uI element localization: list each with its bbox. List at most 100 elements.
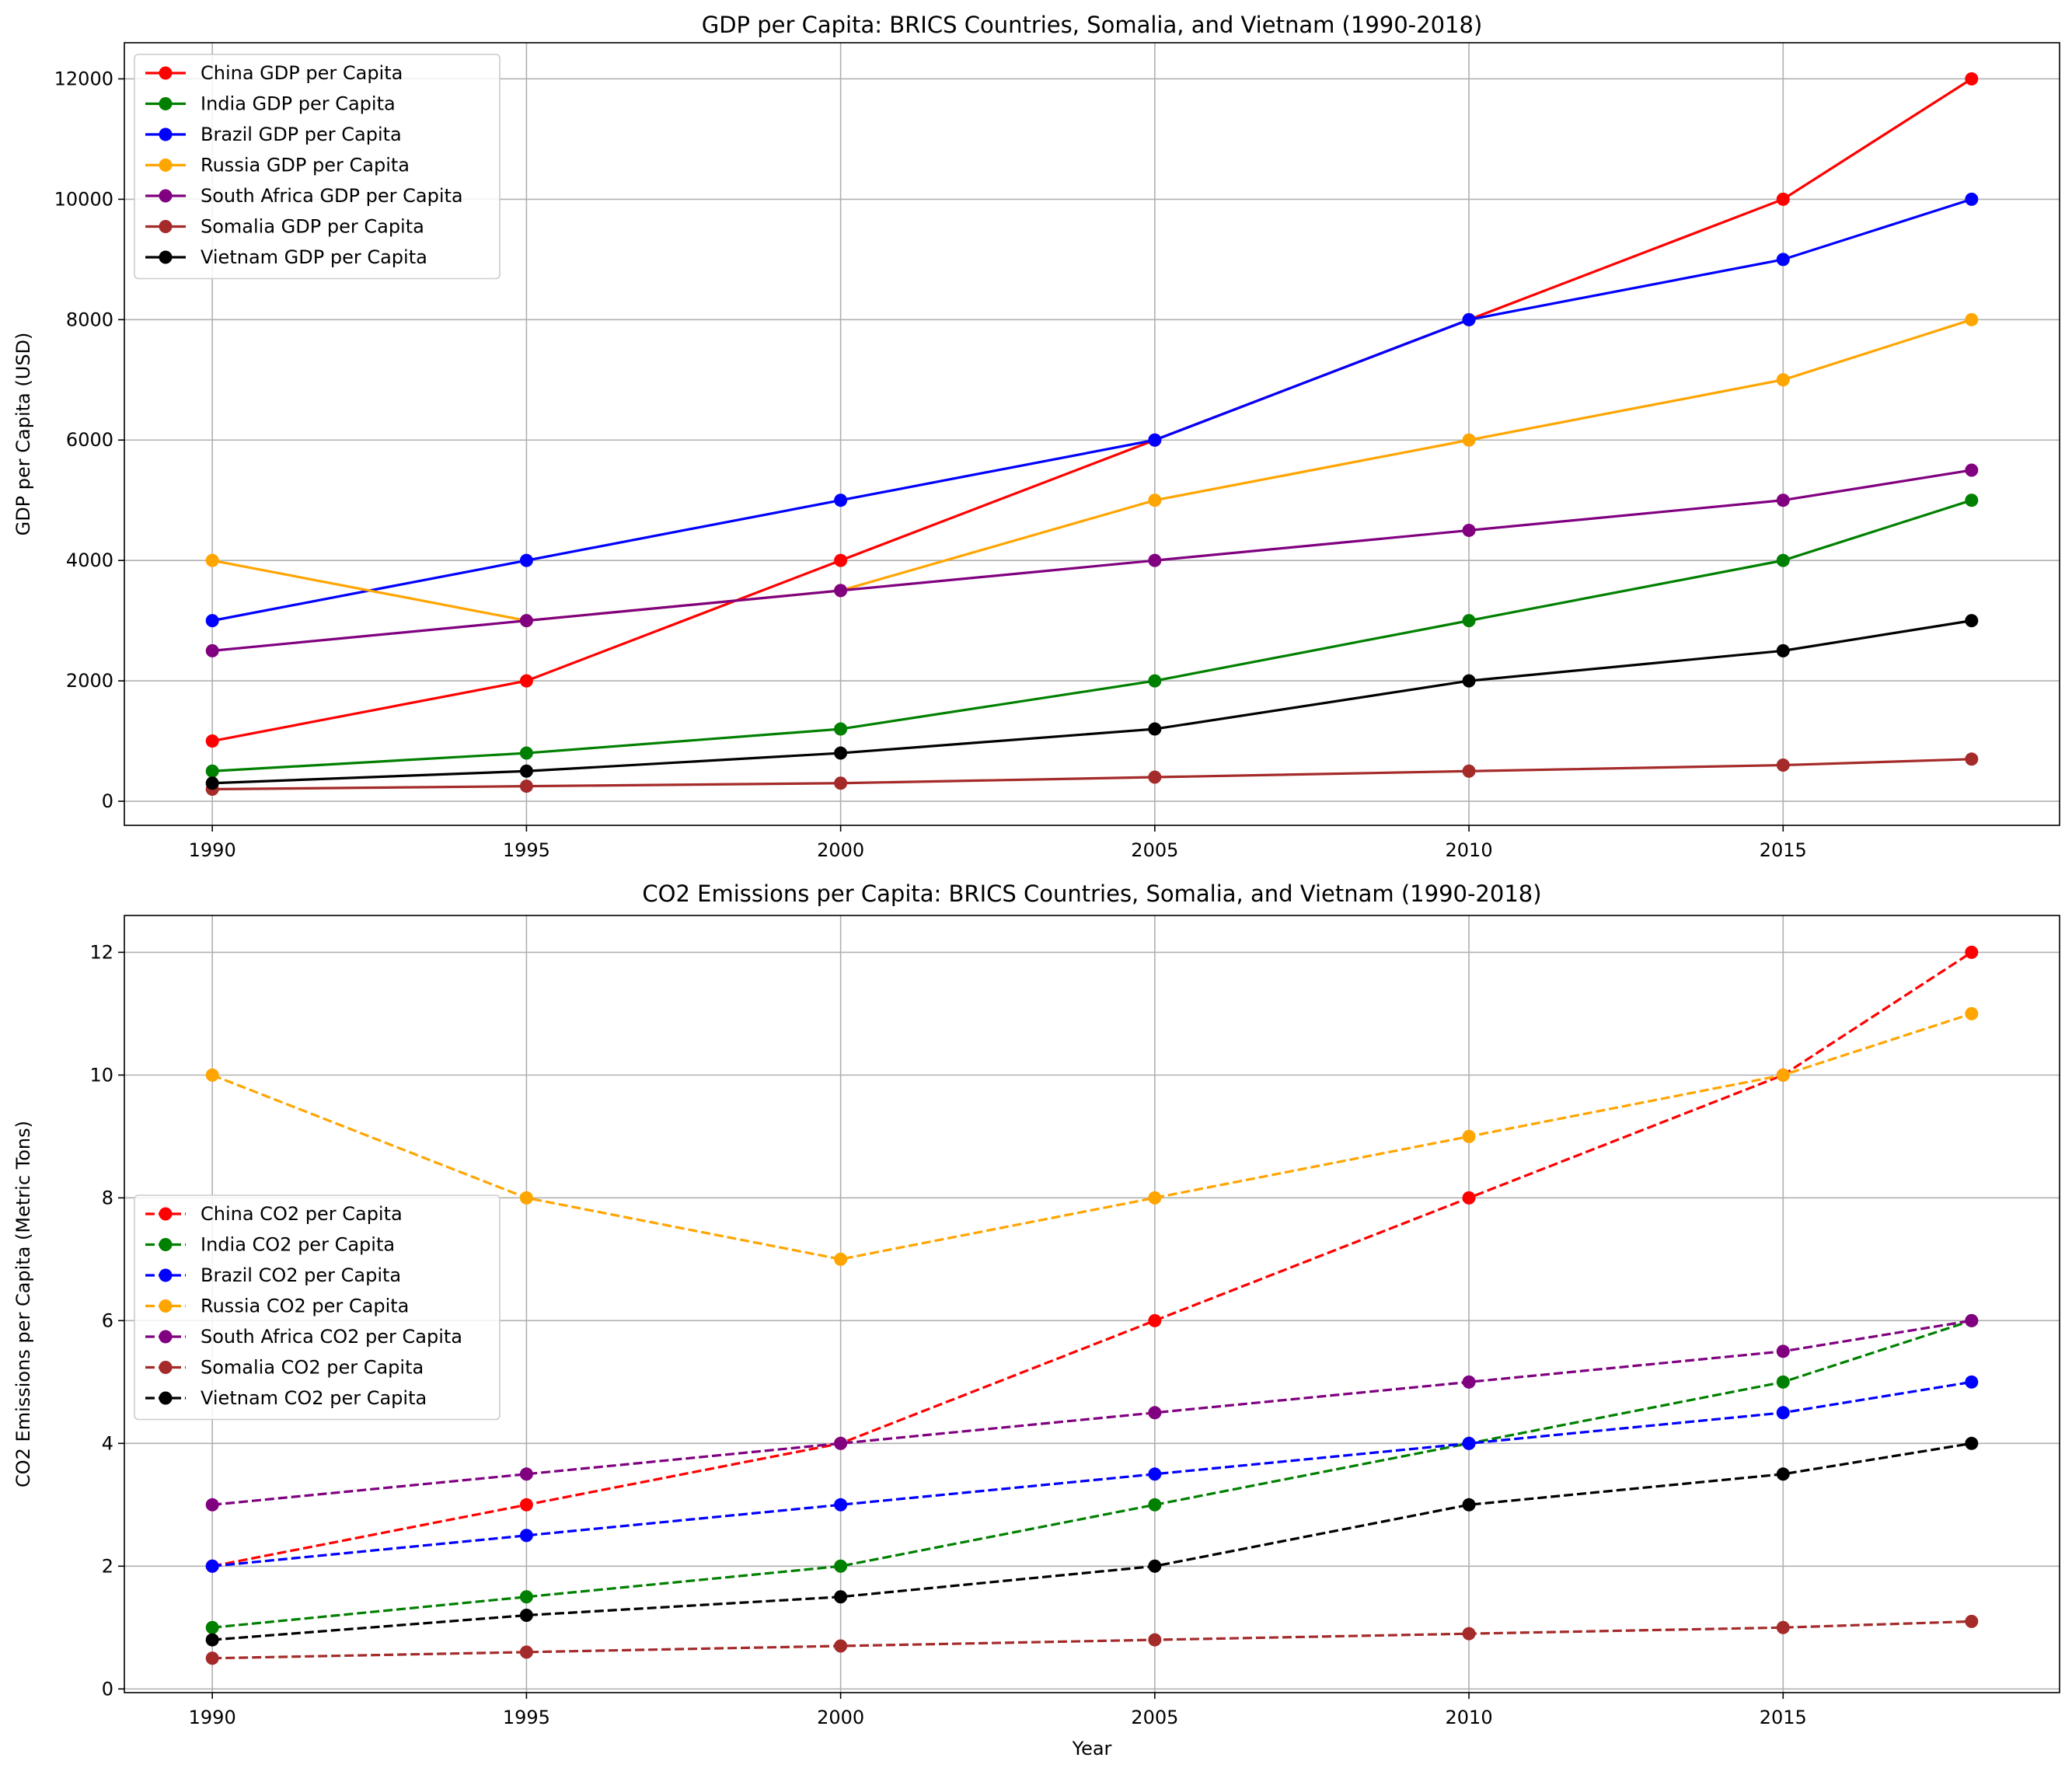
data-point (834, 1436, 848, 1450)
data-point (834, 746, 848, 760)
x-axis-label: Year (1072, 1738, 1112, 1759)
data-point (1462, 1498, 1476, 1512)
data-point (1776, 1375, 1790, 1389)
data-point (519, 1645, 533, 1659)
y-tick-label: 0 (102, 790, 113, 812)
data-point (834, 553, 848, 567)
data-point (1148, 1498, 1162, 1512)
y-tick-label: 12 (89, 941, 113, 963)
legend-swatch-marker (159, 1299, 173, 1313)
data-point (519, 779, 533, 793)
data-point (1776, 192, 1790, 206)
chart-title: GDP per Capita: BRICS Countries, Somalia… (702, 12, 1483, 38)
data-point (1148, 722, 1162, 736)
legend: China GDP per Capita India GDP per Capita… (134, 54, 501, 280)
data-point (205, 776, 219, 790)
data-point (1462, 1436, 1476, 1450)
plot-frame (124, 42, 2060, 826)
legend-swatch-marker (159, 1238, 173, 1251)
data-point (1148, 1191, 1162, 1205)
legend-label: China CO2 per Capita (201, 1203, 403, 1225)
data-point (205, 643, 219, 657)
legend-label: Brazil GDP per Capita (201, 124, 402, 145)
x-tick-label: 1995 (503, 1707, 550, 1728)
data-point (519, 1590, 533, 1604)
x-tick-label: 2010 (1446, 1707, 1493, 1728)
data-point (1776, 1406, 1790, 1420)
data-point (205, 1559, 219, 1573)
data-point (1462, 1627, 1476, 1641)
data-point (1965, 752, 1979, 766)
data-point (834, 584, 848, 598)
data-point (519, 553, 533, 567)
legend-label: Brazil CO2 per Capita (201, 1264, 401, 1286)
data-point (1462, 674, 1476, 688)
data-point (519, 1191, 533, 1205)
legend-label: South Africa GDP per Capita (201, 185, 463, 207)
data-point (1965, 1436, 1979, 1450)
legend-box (134, 1194, 501, 1421)
data-point (1462, 312, 1476, 326)
data-point (1462, 764, 1476, 778)
legend-swatch-marker (159, 127, 173, 141)
legend-swatch-marker (159, 159, 173, 172)
legend-label: Vietnam GDP per Capita (201, 246, 427, 268)
plot-frame (124, 915, 2060, 1693)
data-point (1148, 1633, 1162, 1647)
y-tick-label: 0 (102, 1678, 113, 1700)
x-tick-label: 2015 (1760, 1707, 1807, 1728)
data-point (1776, 1620, 1790, 1634)
data-point (205, 553, 219, 567)
data-point (834, 1590, 848, 1604)
data-point (1965, 493, 1979, 507)
x-tick-label: 2000 (817, 1707, 864, 1728)
data-point (1776, 1344, 1790, 1358)
chart-title: CO2 Emissions per Capita: BRICS Countrie… (642, 881, 1541, 907)
data-point (1776, 553, 1790, 567)
y-tick-label: 4 (102, 1432, 113, 1454)
chart-2: 1990 1995 2000 2005 2010 2015 0 2 4 6 8 10 12 CO2 Emi… (12, 881, 2060, 1759)
legend-label: South Africa CO2 per Capita (201, 1326, 462, 1348)
data-point (1965, 1313, 1979, 1327)
data-point (1148, 493, 1162, 507)
legend-label: Russia GDP per Capita (201, 155, 410, 176)
data-point (834, 493, 848, 507)
y-tick-label: 6000 (66, 429, 113, 451)
data-point (834, 1559, 848, 1573)
data-point (1148, 1313, 1162, 1327)
data-point (834, 722, 848, 736)
data-point (205, 764, 219, 778)
data-point (1965, 614, 1979, 628)
data-point (1965, 71, 1979, 85)
data-point (1148, 770, 1162, 784)
x-tick-label: 2000 (817, 839, 864, 861)
data-point (519, 614, 533, 628)
data-point (205, 1633, 219, 1647)
chart-1: 1990 1995 2000 2005 2010 2015 0 2000 4000 6000 800… (12, 12, 2060, 861)
x-tick-label: 2015 (1760, 839, 1807, 861)
data-point (1965, 1614, 1979, 1628)
legend: China CO2 per Capita India CO2 per Capita… (134, 1194, 501, 1421)
series-line-2 (212, 499, 1973, 772)
data-point (1148, 1467, 1162, 1481)
data-point (1148, 553, 1162, 567)
legend-swatch-marker (159, 1361, 173, 1374)
legend-swatch-marker (159, 1207, 173, 1221)
y-tick-label: 2 (102, 1555, 113, 1577)
data-point (1965, 1375, 1979, 1389)
legend-label: Somalia CO2 per Capita (201, 1357, 424, 1379)
x-tick-label: 1990 (189, 1707, 236, 1728)
legend-label: Russia CO2 per Capita (201, 1296, 409, 1317)
data-point (205, 1620, 219, 1634)
data-point (519, 746, 533, 760)
legend-swatch-marker (159, 250, 173, 264)
data-point (1776, 493, 1790, 507)
data-point (1462, 523, 1476, 537)
data-point (1776, 1467, 1790, 1481)
data-point (834, 776, 848, 790)
data-point (519, 1529, 533, 1543)
data-point (205, 1498, 219, 1512)
data-point (834, 1498, 848, 1512)
